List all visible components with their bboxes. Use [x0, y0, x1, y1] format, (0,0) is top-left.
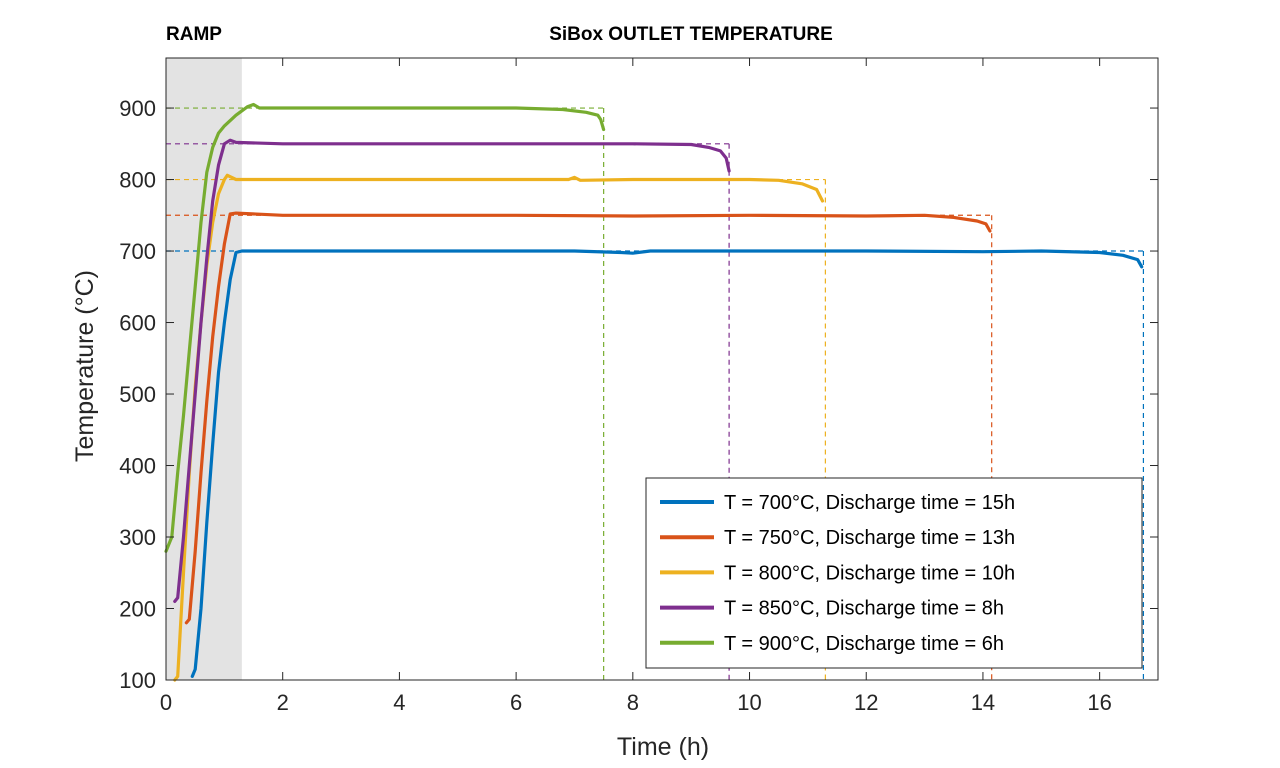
y-tick-label: 600 — [119, 311, 156, 336]
x-tick-label: 4 — [393, 690, 405, 715]
ramp-label: RAMP — [166, 24, 222, 45]
series-line-3 — [173, 138, 731, 603]
x-tick-label: 8 — [627, 690, 639, 715]
series-line-1 — [184, 211, 992, 625]
x-tick-label: 12 — [854, 690, 878, 715]
legend-label: T = 700°C, Discharge time = 15h — [724, 492, 1015, 514]
series-line-0 — [190, 249, 1144, 678]
x-tick-label: 10 — [737, 690, 761, 715]
chart-title: SiBox OUTLET TEMPERATURE — [549, 24, 833, 45]
plot-area: 0 2 4 6 8 10 12 14 16 100 200 300 400 500 600 700 800 900… — [119, 57, 1159, 715]
legend-label: T = 850°C, Discharge time = 8h — [724, 598, 1004, 620]
y-tick-label: 200 — [119, 597, 156, 622]
y-axis-title: Temperature (°C) — [71, 270, 99, 462]
x-tick-label: 16 — [1087, 690, 1111, 715]
legend-label: T = 900°C, Discharge time = 6h — [724, 633, 1004, 655]
series-line-4 — [164, 102, 606, 553]
legend-label: T = 750°C, Discharge time = 13h — [724, 527, 1015, 549]
x-tick-label: 0 — [160, 690, 172, 715]
y-tick-label: 300 — [119, 525, 156, 550]
axes-box — [165, 57, 1159, 681]
x-tick-label: 14 — [971, 690, 995, 715]
y-tick-label: 400 — [119, 454, 156, 479]
y-tick-label: 100 — [119, 668, 156, 693]
y-tick-label: 500 — [119, 382, 156, 407]
y-tick-label: 700 — [119, 239, 156, 264]
y-tick-label: 800 — [119, 168, 156, 193]
y-tick-label: 900 — [119, 96, 156, 121]
x-tick-label: 6 — [510, 690, 522, 715]
x-tick-label: 2 — [277, 690, 289, 715]
x-axis-title: Time (h) — [617, 733, 709, 761]
legend-box — [645, 477, 1143, 669]
legend-label: T = 800°C, Discharge time = 10h — [724, 562, 1015, 584]
